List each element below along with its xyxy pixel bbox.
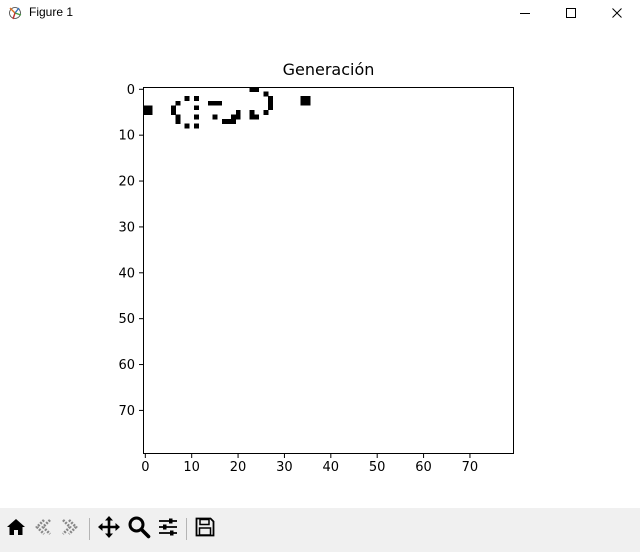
live-cell [143, 105, 148, 111]
y-tick-label: 30 [118, 220, 135, 235]
subplots-icon [157, 516, 179, 542]
live-cell [143, 109, 148, 115]
zoom-icon [127, 515, 151, 543]
live-cell [194, 105, 199, 111]
live-cell [194, 96, 199, 102]
live-cell [175, 100, 181, 106]
y-tick-label: 20 [118, 175, 135, 190]
live-cell [249, 114, 255, 120]
x-tick-label: 0 [141, 460, 149, 475]
y-tick-label: 60 [118, 358, 135, 373]
navigation-toolbar [0, 508, 640, 552]
minimize-icon [519, 4, 531, 23]
live-cell [217, 100, 223, 106]
window-title: Figure 1 [29, 5, 74, 19]
live-cell [207, 100, 213, 106]
plot-area [143, 87, 514, 454]
live-cell [254, 87, 260, 92]
matplotlib-icon [8, 5, 24, 21]
axes-frame [143, 87, 514, 454]
live-cell [263, 109, 269, 115]
back-icon [32, 516, 54, 542]
pan-button[interactable] [96, 516, 122, 542]
live-cell [226, 119, 232, 124]
pan-icon [97, 515, 121, 543]
live-cell [184, 96, 190, 102]
minimize-button[interactable] [502, 0, 548, 26]
live-cell [268, 100, 274, 106]
y-tick-label: 10 [118, 129, 135, 144]
live-cell [221, 119, 227, 124]
x-tick-label: 70 [462, 460, 479, 475]
live-cell [147, 105, 153, 111]
live-cell [170, 105, 176, 111]
close-icon [611, 4, 623, 23]
y-tick-label: 40 [118, 266, 135, 281]
axes: 0 10 20 30 40 50 60 70 0 10 20 30 40 50 60 70 [118, 83, 514, 475]
maximize-icon [565, 4, 577, 23]
x-tick-label: 30 [276, 460, 293, 475]
live-cell [235, 114, 241, 120]
live-cell [170, 109, 176, 115]
live-cell [305, 96, 311, 102]
live-cell [231, 119, 237, 124]
forward-button[interactable] [57, 516, 83, 542]
save-button[interactable] [192, 516, 218, 542]
figure-canvas[interactable]: Generación 0 10 20 30 40 50 60 70 0 10 20 30 40 50 60 7… [0, 26, 640, 508]
live-cell [184, 123, 190, 129]
save-icon [194, 516, 216, 542]
y-tick-label: 0 [127, 83, 135, 98]
live-cell [175, 119, 181, 124]
live-cell [268, 96, 274, 102]
live-cell [249, 109, 255, 115]
forward-icon [59, 516, 81, 542]
live-cell [263, 91, 269, 97]
x-tick-label: 50 [369, 460, 386, 475]
close-button[interactable] [594, 0, 640, 26]
back-button[interactable] [30, 516, 56, 542]
x-tick-label: 20 [230, 460, 247, 475]
live-cell [194, 114, 199, 120]
y-tick-label: 50 [118, 312, 135, 327]
live-cell [305, 100, 311, 106]
configure-subplots-button[interactable] [155, 516, 181, 542]
live-cell [249, 87, 255, 92]
live-cell [254, 114, 260, 120]
x-tick-label: 40 [323, 460, 340, 475]
window-titlebar: Figure 1 [0, 0, 640, 26]
x-tick-label: 10 [183, 460, 200, 475]
live-cell [147, 109, 153, 115]
toolbar-separator [89, 518, 90, 540]
home-icon [5, 516, 27, 542]
live-cell [300, 100, 306, 106]
live-cell [268, 105, 274, 111]
live-cell [212, 114, 218, 120]
zoom-button[interactable] [126, 516, 152, 542]
maximize-button[interactable] [548, 0, 594, 26]
live-cell [194, 123, 199, 129]
plot-title: Generación [282, 60, 375, 79]
live-cell [212, 100, 218, 106]
x-tick-label: 60 [415, 460, 432, 475]
live-cell [175, 114, 181, 120]
toolbar-separator [186, 518, 187, 540]
live-cell [235, 109, 241, 115]
live-cell [300, 96, 306, 102]
live-cell [231, 114, 237, 120]
y-tick-label: 70 [118, 404, 135, 419]
home-button[interactable] [3, 516, 29, 542]
